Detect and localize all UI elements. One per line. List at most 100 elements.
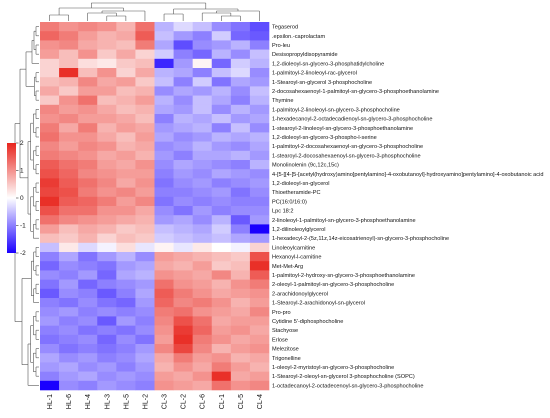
heatmap-cell: [154, 362, 174, 372]
heatmap-cell: [116, 178, 136, 188]
heatmap-cell: [40, 114, 60, 124]
heatmap-cell: [249, 49, 270, 60]
color-scale-tick-label: -1: [20, 223, 26, 230]
heatmap-cell: [173, 233, 193, 244]
heatmap-cell: [116, 380, 136, 391]
column-labels: HL-1 HL-6 HL-4 HL-3 HL-5 HL-2 CL-3 CL-2 CL-6 CL-1…: [47, 394, 264, 409]
heatmap-cell: [249, 40, 270, 50]
heatmap-cell: [78, 279, 98, 290]
heatmap-cell: [135, 150, 155, 161]
heatmap-cell: [154, 288, 174, 299]
heatmap-cell: [154, 233, 174, 244]
heatmap-cell: [40, 178, 60, 188]
row-label: 1-palmitoyl-2-linoleoyl-rac-glycerol: [272, 71, 357, 77]
heatmap-cell: [97, 150, 117, 161]
heatmap-cell: [249, 261, 270, 271]
heatmap-cell: [173, 206, 193, 216]
heatmap-cell: [135, 316, 155, 326]
heatmap-cell: [249, 252, 270, 262]
heatmap-cell: [192, 242, 213, 253]
heatmap-cell: [116, 114, 136, 124]
column-label: HL-5: [123, 394, 130, 409]
heatmap-cell: [40, 77, 60, 87]
heatmap-cell: [173, 298, 193, 308]
column-label: CL-1: [219, 394, 226, 409]
heatmap-cell: [211, 187, 232, 198]
heatmap-cell: [230, 58, 251, 69]
heatmap-cell: [78, 123, 98, 133]
heatmap-cell: [249, 150, 270, 161]
heatmap-cell: [154, 316, 174, 326]
heatmap-cell: [173, 114, 193, 124]
heatmap-cell: [78, 233, 98, 244]
heatmap-cell: [173, 160, 193, 170]
heatmap-cell: [59, 68, 79, 78]
heatmap-cell: [154, 344, 174, 354]
heatmap-cell: [116, 371, 136, 382]
heatmap-cell: [97, 325, 117, 336]
heatmap-cell: [230, 371, 251, 382]
heatmap-cell: [116, 325, 136, 336]
heatmap-cell: [154, 31, 174, 41]
heatmap-cell: [173, 371, 193, 382]
row-label: Hexanoyl-l-carnitine: [272, 255, 321, 261]
heatmap-cell: [59, 58, 79, 69]
heatmap-cell: [173, 68, 193, 78]
heatmap-cell: [192, 95, 213, 106]
heatmap-cell: [78, 307, 98, 317]
heatmap-cell: [40, 380, 60, 391]
heatmap-cell: [154, 22, 174, 32]
heatmap-cell: [192, 141, 213, 152]
heatmap-cell: [154, 196, 174, 207]
heatmap-cell: [211, 150, 232, 161]
heatmap-cell: [249, 169, 270, 179]
heatmap-cell: [192, 132, 213, 142]
heatmap-cell: [97, 215, 117, 225]
heatmap-cell: [116, 196, 136, 207]
heatmap-cell: [211, 68, 232, 78]
heatmap-cell: [135, 104, 155, 115]
heatmap-cell: [135, 380, 155, 391]
heatmap-cell: [78, 325, 98, 336]
heatmap-cell: [249, 104, 270, 115]
heatmap-cell: [173, 224, 193, 234]
heatmap-cell: [135, 224, 155, 234]
row-label: Pro-pro: [272, 310, 291, 316]
heatmap-cell: [173, 31, 193, 41]
heatmap-cell: [59, 261, 79, 271]
heatmap-cell: [135, 169, 155, 179]
heatmap-cell: [59, 371, 79, 382]
heatmap-cell: [192, 178, 213, 188]
heatmap-cell: [173, 95, 193, 106]
heatmap-cell: [154, 114, 174, 124]
heatmap-cell: [116, 215, 136, 225]
heatmap-cell: [230, 353, 251, 363]
row-label: Melezitose: [272, 347, 299, 353]
heatmap-cell: [230, 344, 251, 354]
row-label: Pro-leu: [272, 43, 290, 49]
heatmap-cell: [78, 86, 98, 96]
heatmap-cell: [154, 270, 174, 280]
heatmap-cell: [97, 40, 117, 50]
heatmap-cell: [173, 178, 193, 188]
heatmap-cell: [40, 270, 60, 280]
row-label: Linoleoylcarnitine: [272, 245, 315, 251]
column-label: CL-4: [257, 394, 264, 409]
heatmap-cell: [135, 187, 155, 198]
heatmap-cell: [78, 316, 98, 326]
heatmap-cell: [78, 169, 98, 179]
heatmap-cell: [59, 215, 79, 225]
heatmap-cell: [249, 298, 270, 308]
heatmap-cell: [154, 160, 174, 170]
heatmap-cell: [78, 160, 98, 170]
heatmap-cell: [230, 252, 251, 262]
row-label: 1-oleoyl-2-myristoyl-sn-glycero-3-phosph…: [272, 365, 394, 371]
heatmap-cell: [192, 325, 213, 336]
heatmap-cell: [59, 40, 79, 50]
heatmap-cell: [116, 77, 136, 87]
heatmap-cell: [230, 334, 251, 345]
heatmap-cell: [211, 114, 232, 124]
heatmap-cell: [59, 77, 79, 87]
heatmap-cell: [40, 279, 60, 290]
heatmap-cell: [249, 316, 270, 326]
